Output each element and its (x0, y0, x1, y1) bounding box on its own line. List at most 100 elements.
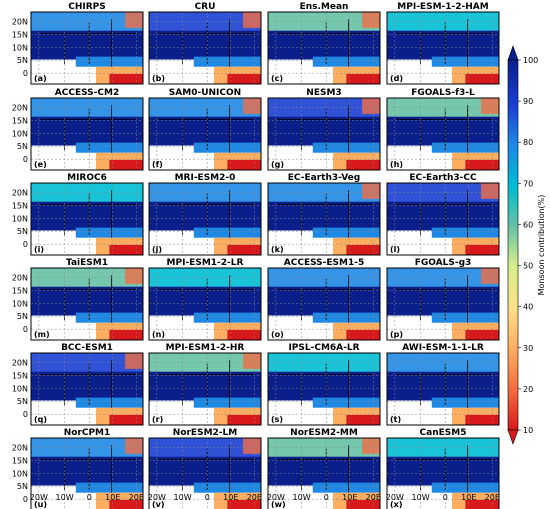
south-dry-region (109, 244, 143, 255)
x-tick-label: 10E (223, 493, 238, 502)
panel-tag: (l) (390, 245, 400, 254)
monsoon-field (268, 353, 380, 425)
panel-j: MRI-ESM2-0 (j) (148, 173, 262, 256)
coastal-band (431, 482, 499, 493)
panel-grid: CHIRPS (a) 20N 15N 10N 5N 0 CRU (b) Ens.Mean (c) MP… (12, 2, 500, 509)
north-band (31, 353, 143, 375)
x-tick-label: 20W (386, 493, 404, 502)
panel-n: MPI-ESM1-2-LR (n) (148, 258, 262, 341)
panel-tag: (d) (390, 74, 403, 83)
panel-r: MPI-ESM1-2-HR (r) (148, 343, 262, 426)
monsoon-field (387, 438, 499, 509)
south-dry-region (465, 414, 499, 425)
y-tick-label: 15N (12, 201, 28, 210)
panel-frame (386, 182, 500, 256)
coastal-band (431, 56, 499, 67)
x-tick-label: 20W (30, 493, 48, 502)
panel-title: NorCPM1 (64, 428, 111, 438)
panel-tag: (c) (271, 74, 283, 83)
y-tick-label: 10N (12, 43, 28, 52)
panel-title: BCC-ESM1 (61, 343, 113, 353)
panel-title: MPI-ESM-1-2-HAM (397, 2, 488, 12)
south-dry-region (227, 159, 261, 170)
panel-frame (148, 352, 262, 426)
sahel-band (149, 286, 261, 316)
northeast-region (125, 353, 143, 369)
panel-frame (267, 437, 381, 509)
sahel-band (149, 371, 261, 401)
coastal-band (312, 227, 380, 238)
south-dry-region (109, 73, 143, 84)
panel-frame (386, 11, 500, 85)
monsoon-field (31, 438, 143, 509)
panel-title: TaiESM1 (66, 258, 108, 268)
y-tick-label: 10N (12, 469, 28, 478)
y-tick-label: 0 (23, 240, 28, 249)
monsoon-field (387, 183, 499, 255)
northeast-region (243, 12, 261, 28)
panel-title: NorESM2-LM (173, 428, 237, 438)
panel-title: CHIRPS (68, 2, 106, 12)
north-band (387, 268, 499, 290)
south-dry-region (227, 73, 261, 84)
sahel-band (387, 456, 499, 486)
ocean-shape (387, 488, 452, 509)
panel-title: MPI-ESM1-2-HR (166, 343, 245, 353)
north-band (31, 12, 143, 34)
sahel-band (31, 201, 143, 231)
panel-frame (30, 97, 144, 171)
x-tick-label: 20E (366, 493, 381, 502)
south-dry-region (465, 499, 499, 509)
coastal-band (75, 227, 143, 238)
panel-h: FGOALS-f3-L (h) (386, 88, 500, 171)
coastal-band (75, 142, 143, 153)
coastal-band (75, 397, 143, 408)
north-band (268, 12, 380, 34)
ocean-shape (268, 488, 333, 509)
panel-p: FGOALS-g3 (p) (386, 258, 500, 341)
colorbar-tick-label: 10 (523, 426, 533, 435)
south-dry-region (109, 159, 143, 170)
sahel-band (149, 456, 261, 486)
coastal-band (193, 482, 261, 493)
coastal-band (193, 312, 261, 323)
x-tick-label: 20E (129, 493, 144, 502)
panel-title: MRI-ESM2-0 (175, 173, 236, 183)
monsoon-field (149, 183, 261, 255)
x-tick-label: 10E (105, 493, 120, 502)
colorbar-tick-label: 70 (523, 179, 533, 188)
y-tick-label: 20N (12, 273, 28, 282)
south-dry-region (346, 73, 380, 84)
north-band (268, 268, 380, 290)
coastal-band (193, 56, 261, 67)
panel-i: MIROC6 (i) 20N 15N 10N 5N 0 (12, 173, 144, 256)
panel-frame (267, 182, 381, 256)
x-tick-label: 10W (293, 493, 311, 502)
south-dry-region (227, 499, 261, 509)
colorbar-label: Monsoon contribution(%) (537, 195, 546, 296)
panel-c: Ens.Mean (c) (267, 2, 381, 85)
colorbar-tick-label: 20 (523, 385, 533, 394)
south-dry-region (465, 244, 499, 255)
panel-tag: (g) (271, 160, 284, 169)
y-tick-label: 0 (23, 155, 28, 164)
panel-frame (386, 352, 500, 426)
panel-tag: (e) (34, 160, 47, 169)
monsoon-field (268, 12, 380, 84)
panel-s: IPSL-CM6A-LR (s) (267, 343, 381, 426)
panel-frame (30, 352, 144, 426)
y-tick-label: 0 (23, 410, 28, 419)
panel-title: Ens.Mean (300, 2, 349, 12)
panel-title: EC-Earth3-Veg (288, 173, 360, 183)
y-tick-label: 10N (12, 214, 28, 223)
colorbar-tick-label: 100 (523, 56, 538, 65)
panel-o: ACCESS-ESM1-5 (o) (267, 258, 381, 341)
coastal-band (193, 142, 261, 153)
y-tick-label: 10N (12, 299, 28, 308)
panel-frame (30, 267, 144, 341)
y-tick-label: 5N (17, 312, 28, 321)
coastal-band (312, 397, 380, 408)
panel-tag: (m) (34, 330, 50, 339)
x-tick-label: 20W (148, 493, 166, 502)
